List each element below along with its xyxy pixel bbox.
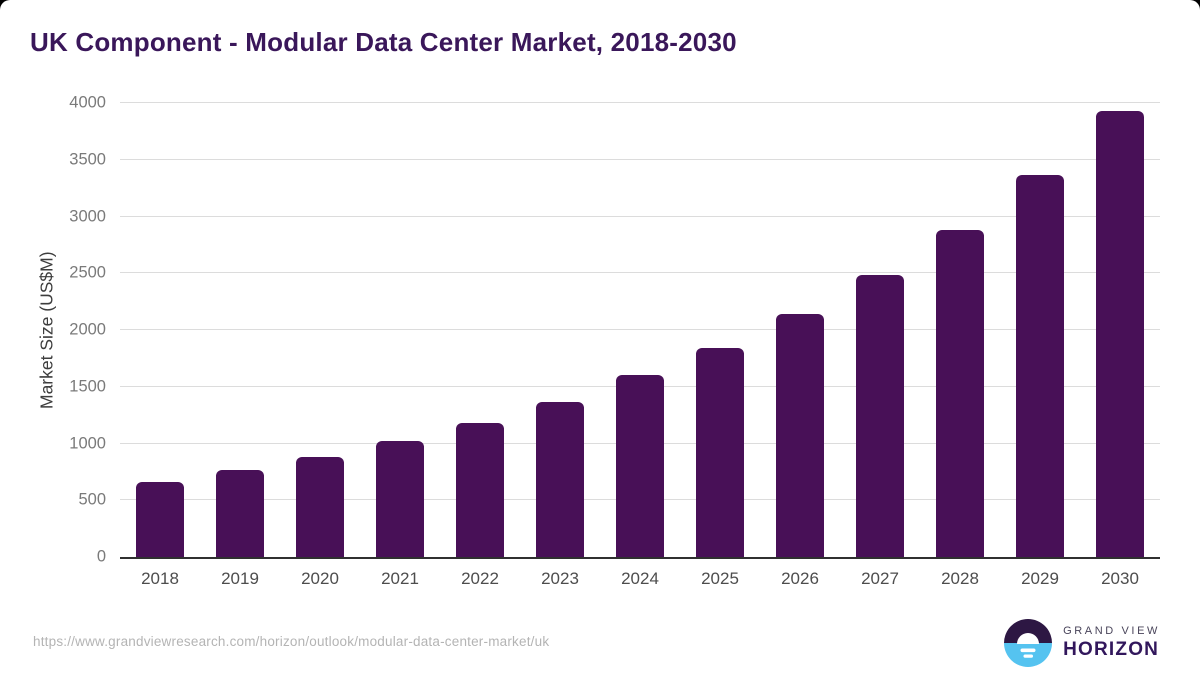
bar-slot-2026: 2026 — [760, 103, 840, 588]
ytick-label-3000: 3000 — [69, 207, 106, 225]
bar-slot-2022: 2022 — [440, 103, 520, 588]
xtick-label-2028: 2028 — [941, 569, 979, 588]
gridline-4000 — [120, 102, 1160, 103]
bar-2028 — [936, 229, 984, 557]
bar-slot-2019: 2019 — [200, 103, 280, 588]
xtick-label-2023: 2023 — [541, 569, 579, 588]
bar-slot-2028: 2028 — [920, 103, 1000, 588]
bar-2020 — [296, 456, 344, 557]
bar-slot-2025: 2025 — [680, 103, 760, 588]
xtick-label-2026: 2026 — [781, 569, 819, 588]
bar-2022 — [456, 422, 504, 557]
source-url: https://www.grandviewresearch.com/horizo… — [33, 634, 550, 649]
bars-row: 2018 2019 2020 2021 2022 2023 2024 2025 2026 2027… — [120, 103, 1160, 588]
xtick-label-2018: 2018 — [141, 569, 179, 588]
logo-line1: GRAND VIEW — [1063, 625, 1160, 637]
bar-2018 — [136, 481, 184, 557]
bar-slot-2023: 2023 — [520, 103, 600, 588]
bar-2030 — [1096, 110, 1144, 557]
xtick-label-2020: 2020 — [301, 569, 339, 588]
ytick-label-1000: 1000 — [69, 434, 106, 452]
gridline-2500 — [120, 272, 1160, 274]
xtick-label-2022: 2022 — [461, 569, 499, 588]
xtick-label-2021: 2021 — [381, 569, 419, 588]
ytick-label-2500: 2500 — [69, 263, 106, 282]
grand-view-horizon-logo: GRAND VIEW HORIZON — [1004, 619, 1160, 667]
chart-title: UK Component - Modular Data Center Marke… — [30, 27, 737, 57]
horizon-sun-icon — [1004, 619, 1053, 667]
xtick-label-2025: 2025 — [701, 569, 739, 588]
logo-text: GRAND VIEW HORIZON — [1063, 625, 1160, 661]
bar-2026 — [776, 314, 824, 557]
bar-slot-2029: 2029 — [1000, 103, 1080, 588]
ytick-label-1500: 1500 — [69, 377, 106, 396]
xtick-label-2027: 2027 — [861, 569, 899, 588]
ytick-label-2000: 2000 — [69, 320, 106, 339]
y-axis-title: Market Size (US$M) — [36, 251, 57, 409]
bar-2019 — [216, 470, 264, 557]
bar-slot-2024: 2024 — [600, 103, 680, 588]
bar-2027 — [856, 274, 904, 557]
bar-slot-2018: 2018 — [120, 103, 200, 588]
bar-2023 — [536, 402, 584, 557]
bar-2029 — [1016, 174, 1064, 557]
bar-slot-2021: 2021 — [360, 103, 440, 588]
ytick-label-500: 500 — [78, 490, 106, 509]
bar-slot-2027: 2027 — [840, 103, 920, 588]
xtick-label-2030: 2030 — [1101, 569, 1139, 588]
ytick-label-0: 0 — [96, 547, 106, 566]
bar-slot-2030: 2030 — [1080, 103, 1160, 588]
bar-2025 — [696, 347, 744, 557]
bar-2021 — [376, 441, 424, 557]
bar-2024 — [616, 375, 664, 557]
plot-area: 0 500 1000 1500 2000 2500 3000 3500 4000 2018 2019… — [69, 94, 1160, 588]
xtick-label-2029: 2029 — [1021, 569, 1059, 588]
gridline-3500 — [120, 158, 1160, 160]
logo-line2: HORIZON — [1063, 639, 1160, 660]
xtick-label-2024: 2024 — [621, 569, 659, 588]
ytick-label-3500: 3500 — [69, 150, 106, 169]
gridline-2000 — [120, 329, 1160, 330]
bar-slot-2020: 2020 — [280, 103, 360, 588]
ytick-label-4000: 4000 — [69, 93, 106, 112]
xtick-label-2019: 2019 — [221, 569, 259, 588]
gridline-3000 — [120, 215, 1160, 217]
